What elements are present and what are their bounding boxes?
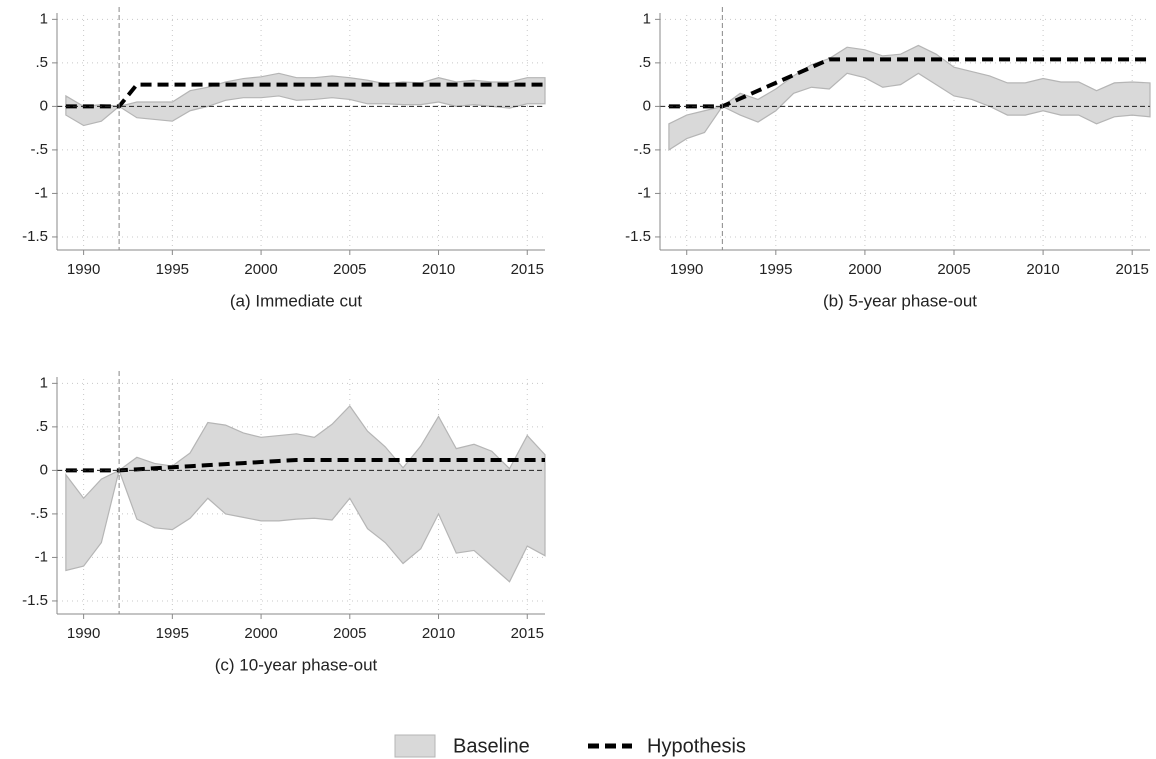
- y-tick-label: .5: [638, 54, 651, 71]
- y-tick-label: -1.5: [22, 592, 48, 609]
- x-tick-label: 2005: [333, 261, 366, 278]
- y-tick-label: -1: [638, 184, 651, 201]
- y-tick-label: -.5: [30, 505, 48, 522]
- y-tick-label: 1: [40, 374, 48, 391]
- y-tick-label: .5: [35, 54, 48, 71]
- legend-label: Hypothesis: [647, 735, 746, 757]
- y-tick-label: 0: [40, 461, 48, 478]
- y-tick-label: 1: [40, 10, 48, 27]
- x-tick-label: 2015: [511, 625, 544, 642]
- y-tick-label: 0: [643, 97, 651, 114]
- x-tick-label: 1990: [670, 261, 703, 278]
- y-tick-label: -.5: [30, 141, 48, 158]
- y-tick-label: -1: [35, 184, 48, 201]
- x-tick-label: 2005: [937, 261, 970, 278]
- x-tick-label: 1995: [156, 261, 189, 278]
- y-tick-label: 1: [643, 10, 651, 27]
- x-tick-label: 2010: [422, 625, 455, 642]
- x-tick-label: 2010: [1026, 261, 1059, 278]
- y-tick-label: -1: [35, 548, 48, 565]
- panel-caption: (c) 10-year phase-out: [215, 655, 378, 674]
- y-tick-label: -1.5: [625, 228, 651, 245]
- hypothesis-line: [668, 57, 1150, 109]
- hypothesis-line: [65, 457, 545, 473]
- x-tick-label: 2015: [511, 261, 544, 278]
- x-tick-label: 2000: [848, 261, 881, 278]
- x-tick-label: 2010: [422, 261, 455, 278]
- baseline-band: [668, 44, 1151, 151]
- panel-caption: (a) Immediate cut: [230, 291, 363, 310]
- hypothesis-line: [65, 82, 545, 109]
- x-tick-label: 1995: [759, 261, 792, 278]
- x-tick-label: 1995: [156, 625, 189, 642]
- baseline-band: [65, 72, 546, 127]
- panel-caption: (b) 5-year phase-out: [823, 291, 977, 310]
- y-tick-label: -.5: [633, 141, 651, 158]
- x-tick-label: 2015: [1115, 261, 1148, 278]
- baseline-band: [65, 405, 546, 583]
- x-tick-label: 2000: [244, 625, 277, 642]
- legend: Baseline Hypothesis: [394, 734, 746, 758]
- x-tick-label: 2000: [244, 261, 277, 278]
- x-tick-label: 2005: [333, 625, 366, 642]
- y-tick-label: -1.5: [22, 228, 48, 245]
- legend-swatch: [394, 734, 436, 758]
- y-tick-label: .5: [35, 418, 48, 435]
- x-tick-label: 1990: [67, 261, 100, 278]
- legend-label: Baseline: [453, 735, 530, 757]
- x-tick-label: 1990: [67, 625, 100, 642]
- y-tick-label: 0: [40, 97, 48, 114]
